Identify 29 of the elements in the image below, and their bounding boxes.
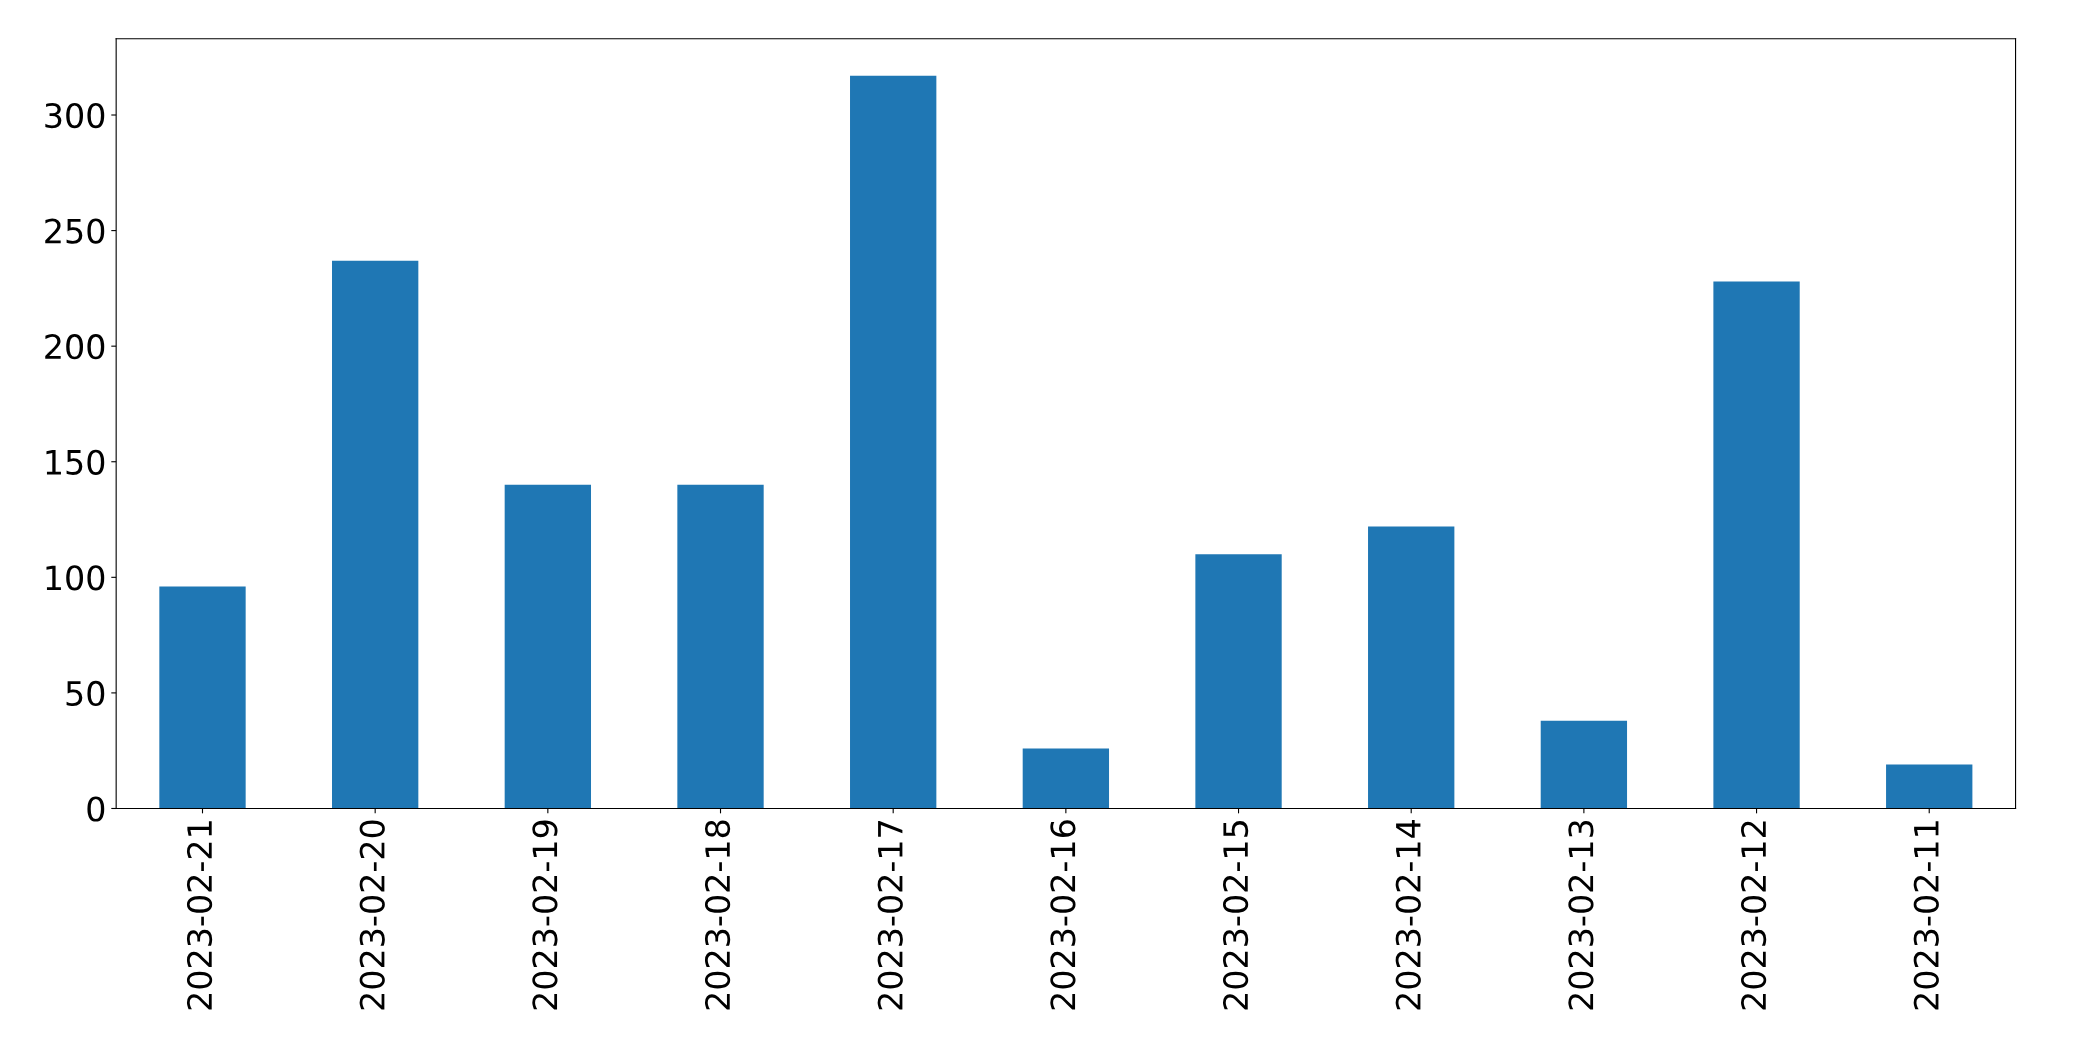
- y-tick-label: 150: [46, 449, 105, 475]
- y-tick-label: 0: [87, 796, 105, 822]
- bar: [1540, 720, 1628, 809]
- y-tick-label: 300: [45, 102, 105, 129]
- x-tick-label: 2023-02-18: [704, 820, 731, 1010]
- x-tick-label: 2023-02-16: [1050, 820, 1076, 1010]
- bar: [1886, 764, 1973, 809]
- y-tick-label: 50: [66, 680, 105, 707]
- x-tick-label: 2023-02-11: [1913, 821, 1939, 1010]
- x-tick-label: 2023-02-17: [877, 821, 903, 1010]
- x-tick-label: 2023-02-12: [1741, 821, 1767, 1010]
- y-tick-label: 250: [45, 218, 105, 244]
- bar: [332, 260, 419, 809]
- y-tick-label: 200: [45, 334, 105, 360]
- bar: [504, 484, 592, 809]
- bar: [1022, 748, 1110, 809]
- bar: [677, 484, 764, 809]
- x-tick-label: 2023-02-21: [186, 821, 213, 1010]
- bar: [1195, 554, 1282, 809]
- x-tick-label: 2023-02-19: [532, 820, 558, 1010]
- bar: [159, 586, 246, 809]
- bar: [1713, 281, 1800, 809]
- bar: [1368, 526, 1455, 809]
- y-tick-label: 100: [46, 565, 105, 591]
- x-tick-label: 2023-02-15: [1222, 821, 1249, 1010]
- bar: [850, 75, 937, 809]
- x-tick-label: 2023-02-14: [1395, 820, 1421, 1010]
- x-tick-label: 2023-02-13: [1568, 820, 1594, 1010]
- x-tick-label: 2023-02-20: [359, 820, 385, 1010]
